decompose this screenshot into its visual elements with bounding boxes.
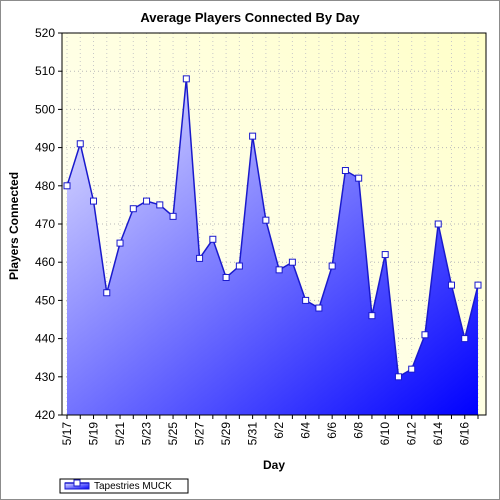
x-tick-label: 6/12 (405, 422, 419, 446)
data-point-marker (222, 273, 230, 281)
data-point-marker (182, 75, 190, 83)
legend-box (59, 478, 189, 494)
y-tick-label: 490 (35, 141, 55, 155)
x-tick-label: 6/14 (431, 422, 445, 446)
x-tick-label: 6/16 (458, 422, 472, 446)
legend: Tapestries MUCK (59, 478, 189, 494)
x-tick-label: 6/10 (378, 422, 392, 446)
y-tick-label: 420 (35, 408, 55, 422)
data-point-marker (315, 304, 323, 312)
y-tick-label: 480 (35, 179, 55, 193)
x-tick-label: 6/6 (325, 422, 339, 439)
data-point-marker (129, 205, 137, 213)
legend-label: Tapestries MUCK (94, 481, 172, 492)
data-point-marker (328, 262, 336, 270)
data-point-marker (341, 167, 349, 175)
data-point-marker (368, 312, 376, 320)
data-point-marker (63, 182, 71, 190)
data-point-marker (156, 201, 164, 209)
y-tick-label: 470 (35, 217, 55, 231)
data-point-marker (275, 266, 283, 274)
data-point-marker (394, 373, 402, 381)
x-tick-label: 5/25 (166, 422, 180, 446)
x-tick-label: 5/29 (219, 422, 233, 446)
x-tick-label: 6/2 (272, 422, 286, 439)
data-point-marker (169, 212, 177, 220)
data-point-marker (461, 335, 469, 343)
data-point-marker (235, 262, 243, 270)
legend-marker (73, 479, 81, 487)
y-tick-label: 510 (35, 64, 55, 78)
x-tick-label: 5/17 (60, 422, 74, 446)
data-point-marker (76, 140, 84, 148)
y-tick-label: 460 (35, 255, 55, 269)
y-tick-label: 440 (35, 332, 55, 346)
data-point-marker (447, 281, 455, 289)
x-tick-label: 5/31 (246, 422, 260, 446)
x-axis-title: Day (263, 458, 285, 472)
data-point-marker (474, 281, 482, 289)
data-point-marker (262, 216, 270, 224)
data-point-marker (421, 331, 429, 339)
data-point-marker (90, 197, 98, 205)
y-tick-label: 450 (35, 293, 55, 307)
data-point-marker (103, 289, 111, 297)
x-tick-label: 6/4 (299, 422, 313, 439)
data-point-marker (288, 258, 296, 266)
data-point-marker (408, 365, 416, 373)
y-tick-label: 500 (35, 102, 55, 116)
axes (58, 32, 487, 419)
x-tick-label: 6/8 (352, 422, 366, 439)
x-tick-labels: 5/17 5/19 5/21 5/23 5/25 5/27 5/29 5/31 6/2 6/4 6/… (60, 422, 472, 446)
chart-title: Average Players Connected By Day (140, 10, 360, 25)
data-points (63, 75, 482, 381)
data-point-marker (249, 132, 257, 140)
data-point-marker (116, 239, 124, 247)
data-point-marker (143, 197, 151, 205)
x-tick-label: 5/23 (140, 422, 154, 446)
x-tick-label: 5/21 (113, 422, 127, 446)
x-tick-label: 5/19 (87, 422, 101, 446)
data-point-marker (302, 296, 310, 304)
y-tick-label: 520 (35, 26, 55, 40)
y-tick-labels: 420 430 440 450 460 470 480 490 500 510 520 (35, 26, 55, 422)
y-tick-label: 430 (35, 370, 55, 384)
data-point-marker (355, 174, 363, 182)
data-point-marker (381, 251, 389, 259)
data-point-marker (209, 235, 217, 243)
x-tick-label: 5/27 (193, 422, 207, 446)
data-point-marker (196, 254, 204, 262)
y-axis-title: Players Connected (7, 172, 21, 280)
data-point-marker (434, 220, 442, 228)
